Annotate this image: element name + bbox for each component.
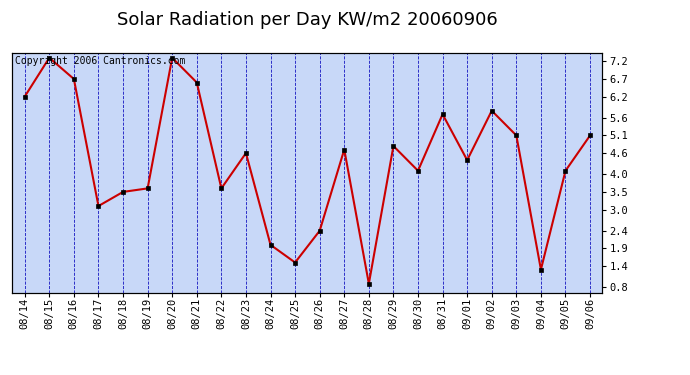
Text: Copyright 2006 Cantronics.com: Copyright 2006 Cantronics.com	[15, 56, 186, 66]
Text: Solar Radiation per Day KW/m2 20060906: Solar Radiation per Day KW/m2 20060906	[117, 11, 497, 29]
